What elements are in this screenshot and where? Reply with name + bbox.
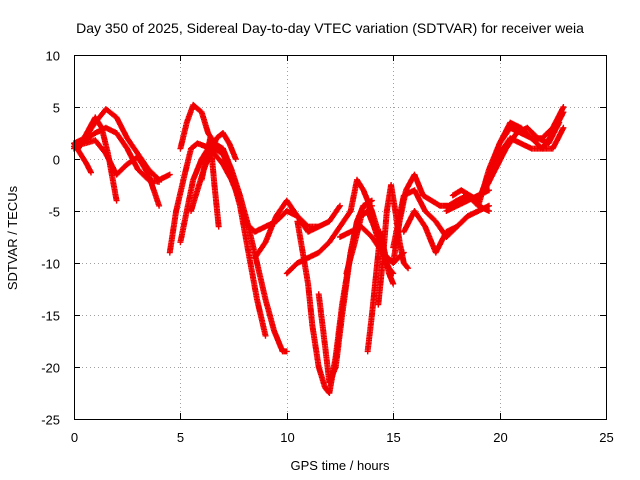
x-axis-label: GPS time / hours bbox=[291, 458, 390, 473]
series-29-markers bbox=[486, 124, 567, 183]
y-tick-label: -5 bbox=[48, 205, 60, 220]
series-22-markers bbox=[390, 171, 492, 266]
series-13-markers bbox=[283, 208, 354, 277]
x-tick-label: 10 bbox=[280, 430, 294, 445]
y-tick-label: 5 bbox=[53, 101, 60, 116]
plot-frame bbox=[74, 55, 607, 420]
x-tick-label: 0 bbox=[71, 430, 78, 445]
data-series bbox=[71, 101, 567, 396]
grid-lines bbox=[74, 55, 606, 419]
series-23-markers bbox=[400, 202, 492, 256]
y-tick-label: -10 bbox=[41, 257, 60, 272]
x-tick-label: 20 bbox=[493, 430, 507, 445]
y-tick-label: -20 bbox=[41, 361, 60, 376]
y-tick-label: 10 bbox=[46, 49, 60, 64]
axis-tick-labels: 0 5 10 15 20 25 -25 -20 -15 -10 -5 0 5 10 bbox=[41, 49, 614, 446]
x-tick-label: 15 bbox=[386, 430, 400, 445]
y-tick-label: -15 bbox=[41, 309, 60, 324]
series-10-markers bbox=[198, 135, 222, 230]
x-tick-label: 5 bbox=[177, 430, 184, 445]
x-tick-label: 25 bbox=[599, 430, 613, 445]
series-12-markers bbox=[241, 208, 322, 235]
chart-title: Day 350 of 2025, Sidereal Day-to-day VTE… bbox=[76, 20, 584, 36]
y-tick-label: 0 bbox=[53, 153, 60, 168]
y-tick-label: -25 bbox=[41, 413, 60, 428]
y-axis-label: SDTVAR / TECUs bbox=[5, 185, 20, 290]
